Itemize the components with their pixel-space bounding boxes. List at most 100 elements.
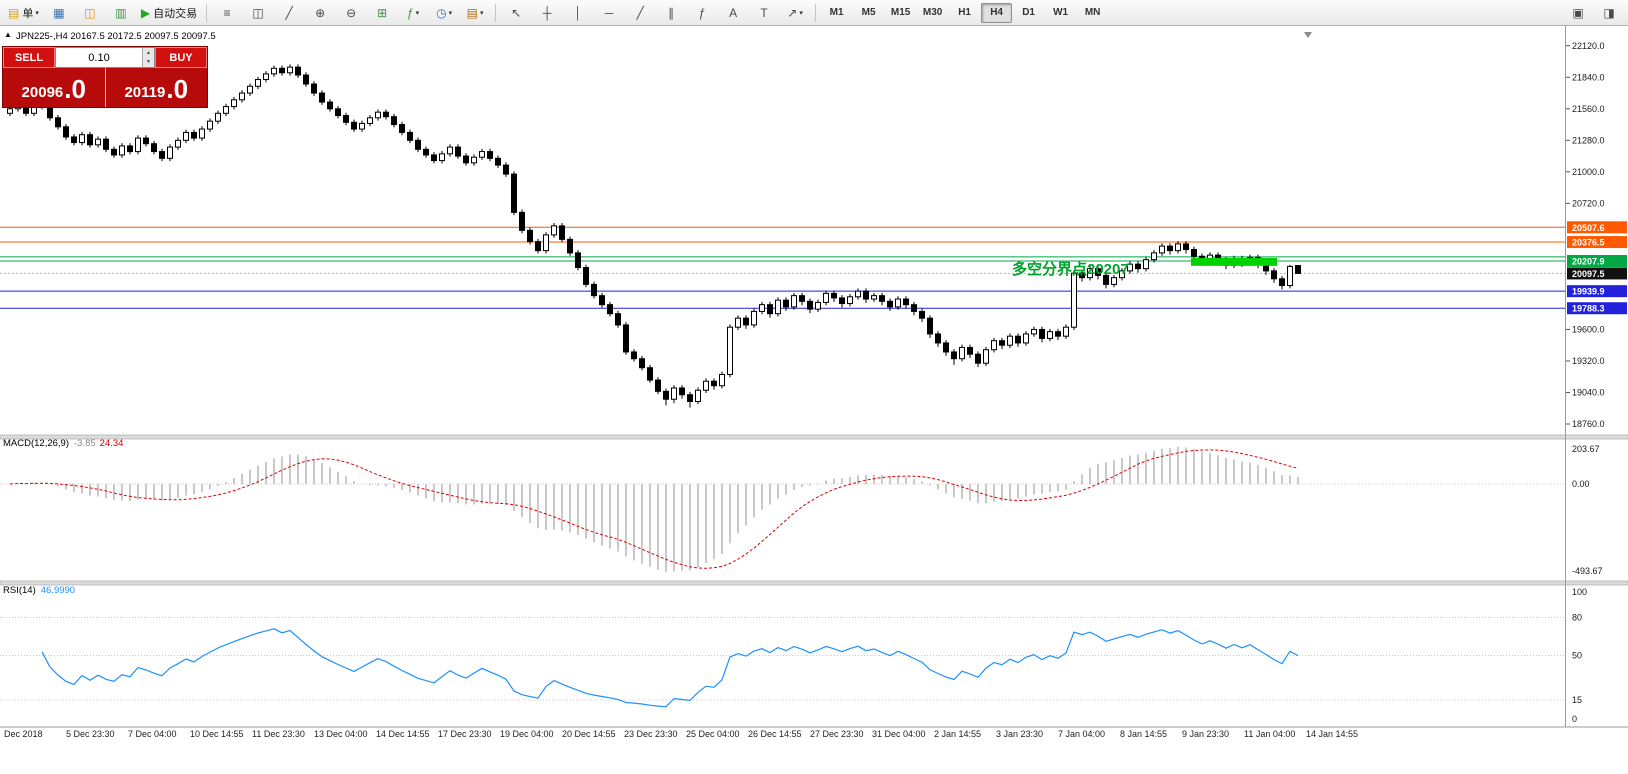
vertical-line-button[interactable]: │ <box>563 2 593 24</box>
channel-button[interactable]: ∥ <box>656 2 686 24</box>
arrows-button[interactable]: ↗ ▾ <box>780 2 810 24</box>
tile-windows-button[interactable]: ⊞ <box>367 2 397 24</box>
bar-chart-button[interactable]: ≡ <box>212 2 242 24</box>
candle-body <box>1007 335 1013 346</box>
market-watch-button[interactable]: ▦ <box>44 2 74 24</box>
candle-body <box>399 124 405 133</box>
zoom-out-button[interactable]: ⊖ <box>336 2 366 24</box>
time-axis-label: 14 Dec 14:55 <box>376 729 430 739</box>
horizontal-line-button[interactable]: ─ <box>594 2 624 24</box>
candle-body <box>983 349 989 364</box>
panel-separator[interactable] <box>0 580 1628 586</box>
cursor-icon: ↖ <box>511 5 522 20</box>
periods-button[interactable]: ◷ ▾ <box>429 2 459 24</box>
toolbar: ▤ 单 ▾ ▦ ◫ ▥ ▶ 自动交易 ≡ ◫ ╱ ⊕ ⊖ ⊞ ƒ ▾ ◷ ▾ ▤ ▾ ↖ ┼ │ ─ ╱ ∥ ƒ A T ↗ ▾ M1 M5 M1… <box>0 0 1628 26</box>
level-price-tag: 19939.9 <box>1572 287 1605 297</box>
candle-body <box>1175 243 1181 252</box>
candle-body <box>95 138 101 146</box>
text-button[interactable]: A <box>718 2 748 24</box>
crosshair-button[interactable]: ┼ <box>532 2 562 24</box>
candle-body <box>263 73 269 81</box>
panel-separator[interactable] <box>0 434 1628 440</box>
level-price-tag: 20207.9 <box>1572 257 1605 267</box>
candle-body <box>479 151 485 158</box>
candle-body <box>1127 263 1133 272</box>
volume-input[interactable]: 0.10 <box>88 51 110 64</box>
timeframe-h1-button[interactable]: H1 <box>958 7 971 18</box>
volume-increase-button[interactable]: ▲ <box>142 48 154 58</box>
time-axis-label: 17 Dec 23:30 <box>438 729 492 739</box>
volume-decrease-button[interactable]: ▼ <box>142 57 154 67</box>
candle-body <box>655 379 661 392</box>
terminal-button[interactable]: ▥ <box>106 2 136 24</box>
templates-button[interactable]: ▤ ▾ <box>460 2 490 24</box>
chart-annotation-text[interactable]: 多空分界点20207 <box>1012 261 1129 278</box>
timeframe-d1-button[interactable]: D1 <box>1022 7 1035 18</box>
candle-body <box>1135 263 1141 270</box>
buy-price[interactable]: 20119 .0 <box>106 68 208 107</box>
timeframe-w1-button[interactable]: W1 <box>1053 7 1069 18</box>
candle-body <box>599 295 605 306</box>
sell-price[interactable]: 20096 .0 <box>3 68 105 107</box>
trendline-button[interactable]: ╱ <box>625 2 655 24</box>
autotrading-button[interactable]: ▶ 自动交易 <box>137 2 201 24</box>
time-axis-label: 14 Jan 14:55 <box>1306 729 1359 739</box>
buy-price-int: 20119 <box>124 84 166 101</box>
zoom-in-icon: ⊕ <box>315 5 326 20</box>
timeframe-m5-button[interactable]: M5 <box>861 7 876 18</box>
candle-body <box>255 79 261 87</box>
candle-body <box>1023 333 1029 344</box>
candle-body <box>615 313 621 326</box>
one-click-trading-panel: SELL 0.10 ▲ ▼ BUY 20096 .0 20119 .0 <box>2 46 208 108</box>
new-order-button[interactable]: ▤ 单 ▾ <box>4 2 43 24</box>
candle-body <box>215 112 221 122</box>
rsi-value: 46.9990 <box>40 585 76 596</box>
candle-body <box>471 156 477 164</box>
buy-button[interactable]: BUY <box>155 47 207 68</box>
fibonacci-button[interactable]: ƒ <box>687 2 717 24</box>
candle-body <box>207 120 213 130</box>
sell-button[interactable]: SELL <box>3 47 55 68</box>
timeframe-m15-button[interactable]: M15 <box>890 7 911 18</box>
candle-body <box>359 122 365 130</box>
candle-body <box>415 139 421 150</box>
time-axis-label: 3 Jan 23:30 <box>996 729 1044 739</box>
cascade-windows-button[interactable]: ◨ <box>1594 2 1624 24</box>
candle-body <box>823 292 829 303</box>
sell-price-int: 20096 <box>21 84 64 101</box>
candle-body <box>863 290 869 300</box>
navigator-button[interactable]: ◫ <box>75 2 105 24</box>
timeframe-mn-button[interactable]: MN <box>1084 7 1101 18</box>
level-price-tag: 20507.6 <box>1572 223 1605 233</box>
chevron-down-icon: ▾ <box>415 9 420 17</box>
macd-signal-line <box>9 449 1299 569</box>
zoom-in-button[interactable]: ⊕ <box>305 2 335 24</box>
horizontal-line-icon: ─ <box>604 5 614 20</box>
candle-body <box>751 310 757 326</box>
candle-body <box>519 211 525 231</box>
timeframe-m30-button[interactable]: M30 <box>922 7 943 18</box>
time-axis-label: 11 Dec 23:30 <box>252 729 305 739</box>
candle-body <box>1159 245 1165 254</box>
chart-canvas[interactable]: 22120.0 21840.0 21560.0 21280.0 21000.0 20720… <box>0 26 1628 774</box>
cursor-button[interactable]: ↖ <box>501 2 531 24</box>
one-click-collapse-button[interactable]: ▲ <box>4 30 12 39</box>
candle-body <box>167 146 173 159</box>
price-axis-label: 18760.0 <box>1572 419 1605 429</box>
timeframe-m1-button[interactable]: M1 <box>829 7 844 18</box>
candlestick-button[interactable]: ◫ <box>243 2 273 24</box>
crosshair-icon: ┼ <box>542 5 552 20</box>
indicators-button[interactable]: ƒ ▾ <box>398 2 428 24</box>
candle-body <box>999 340 1005 346</box>
line-chart-button[interactable]: ╱ <box>274 2 304 24</box>
candle-body <box>279 67 285 74</box>
chevron-down-icon: ▾ <box>799 9 803 17</box>
highlight-zone[interactable] <box>1191 257 1277 266</box>
candle-body <box>1087 268 1093 279</box>
new-chart-window-button[interactable]: ▣ <box>1563 2 1593 24</box>
volume-field[interactable]: 0.10 ▲ ▼ <box>55 47 155 68</box>
time-axis-label: Dec 2018 <box>4 729 43 739</box>
timeframe-h4-button[interactable]: H4 <box>981 2 1013 23</box>
label-button[interactable]: T <box>749 2 779 24</box>
candle-body <box>639 358 645 369</box>
